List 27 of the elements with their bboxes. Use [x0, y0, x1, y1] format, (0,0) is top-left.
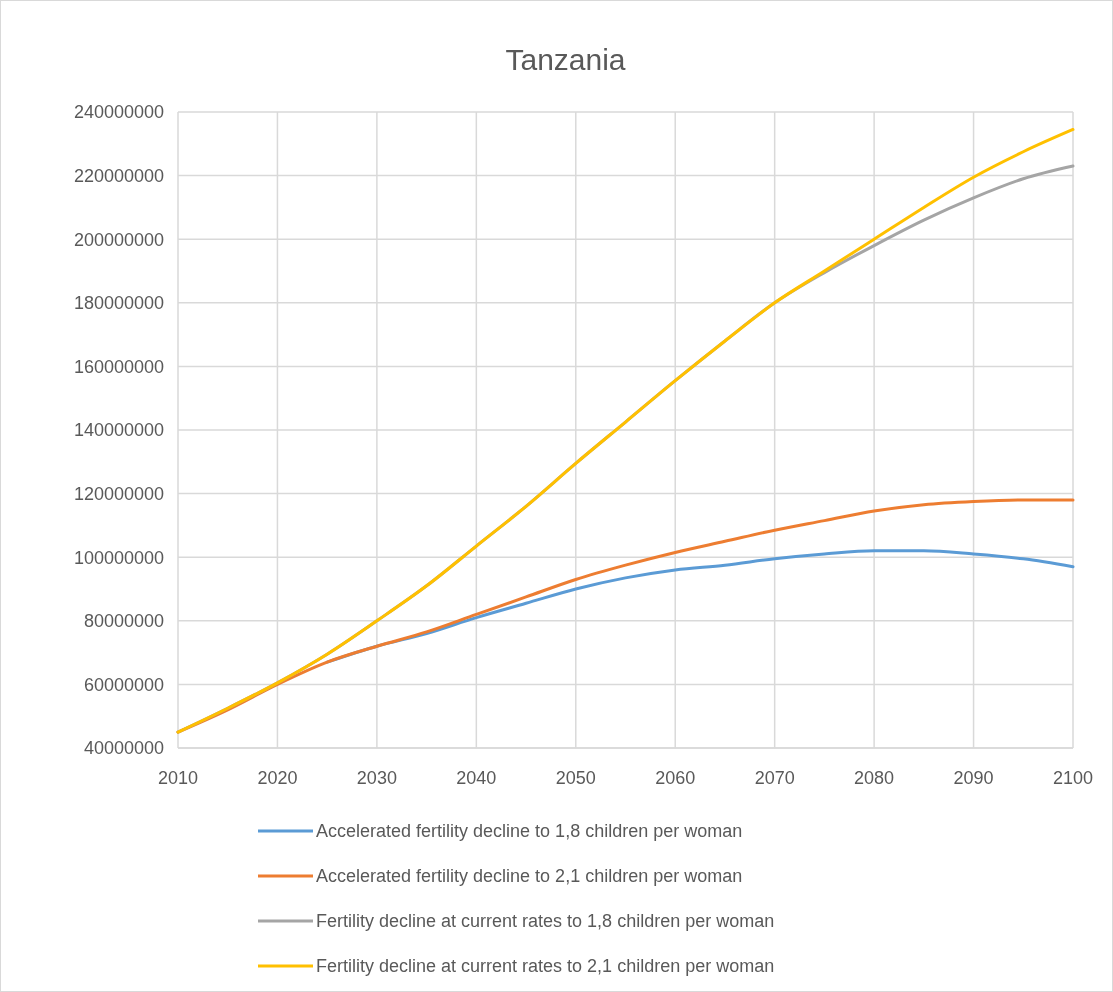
y-tick-label: 240000000 [73, 102, 164, 123]
x-tick-label: 2040 [456, 768, 497, 788]
y-tick-label: 140000000 [73, 420, 164, 441]
legend-label: Accelerated fertility decline to 2,1 children per woman [316, 866, 743, 887]
legend-label: Accelerated fertility decline to 1,8 children per woman [316, 821, 743, 842]
x-tick-label: 2070 [754, 768, 795, 788]
x-tick-label: 2080 [854, 768, 895, 788]
line-series [176, 498, 1075, 734]
y-tick-label: 160000000 [73, 356, 164, 377]
y-tick-label: 180000000 [73, 293, 164, 314]
x-tick-label: 2020 [257, 768, 298, 788]
legend-label: Fertility decline at current rates to 2,1 children per woman [316, 956, 775, 977]
x-tick-label: 2100 [1052, 768, 1094, 788]
x-tick-label: 2010 [157, 768, 199, 788]
y-tick-label: 100000000 [73, 547, 164, 568]
x-tick-label: 2050 [555, 768, 596, 788]
legend-label: Fertility decline at current rates to 1,8 children per woman [316, 911, 775, 932]
x-tick-label: 2060 [655, 768, 696, 788]
y-tick-label: 60000000 [83, 674, 164, 695]
x-tick-label: 2030 [356, 768, 397, 788]
y-tick-label: 220000000 [73, 165, 164, 186]
chart-title: Tanzania [505, 43, 626, 76]
y-tick-label: 40000000 [83, 738, 164, 759]
y-tick-label: 80000000 [83, 611, 164, 632]
y-tick-label: 200000000 [73, 229, 164, 250]
x-tick-label: 2090 [953, 768, 994, 788]
y-tick-label: 120000000 [73, 483, 164, 504]
